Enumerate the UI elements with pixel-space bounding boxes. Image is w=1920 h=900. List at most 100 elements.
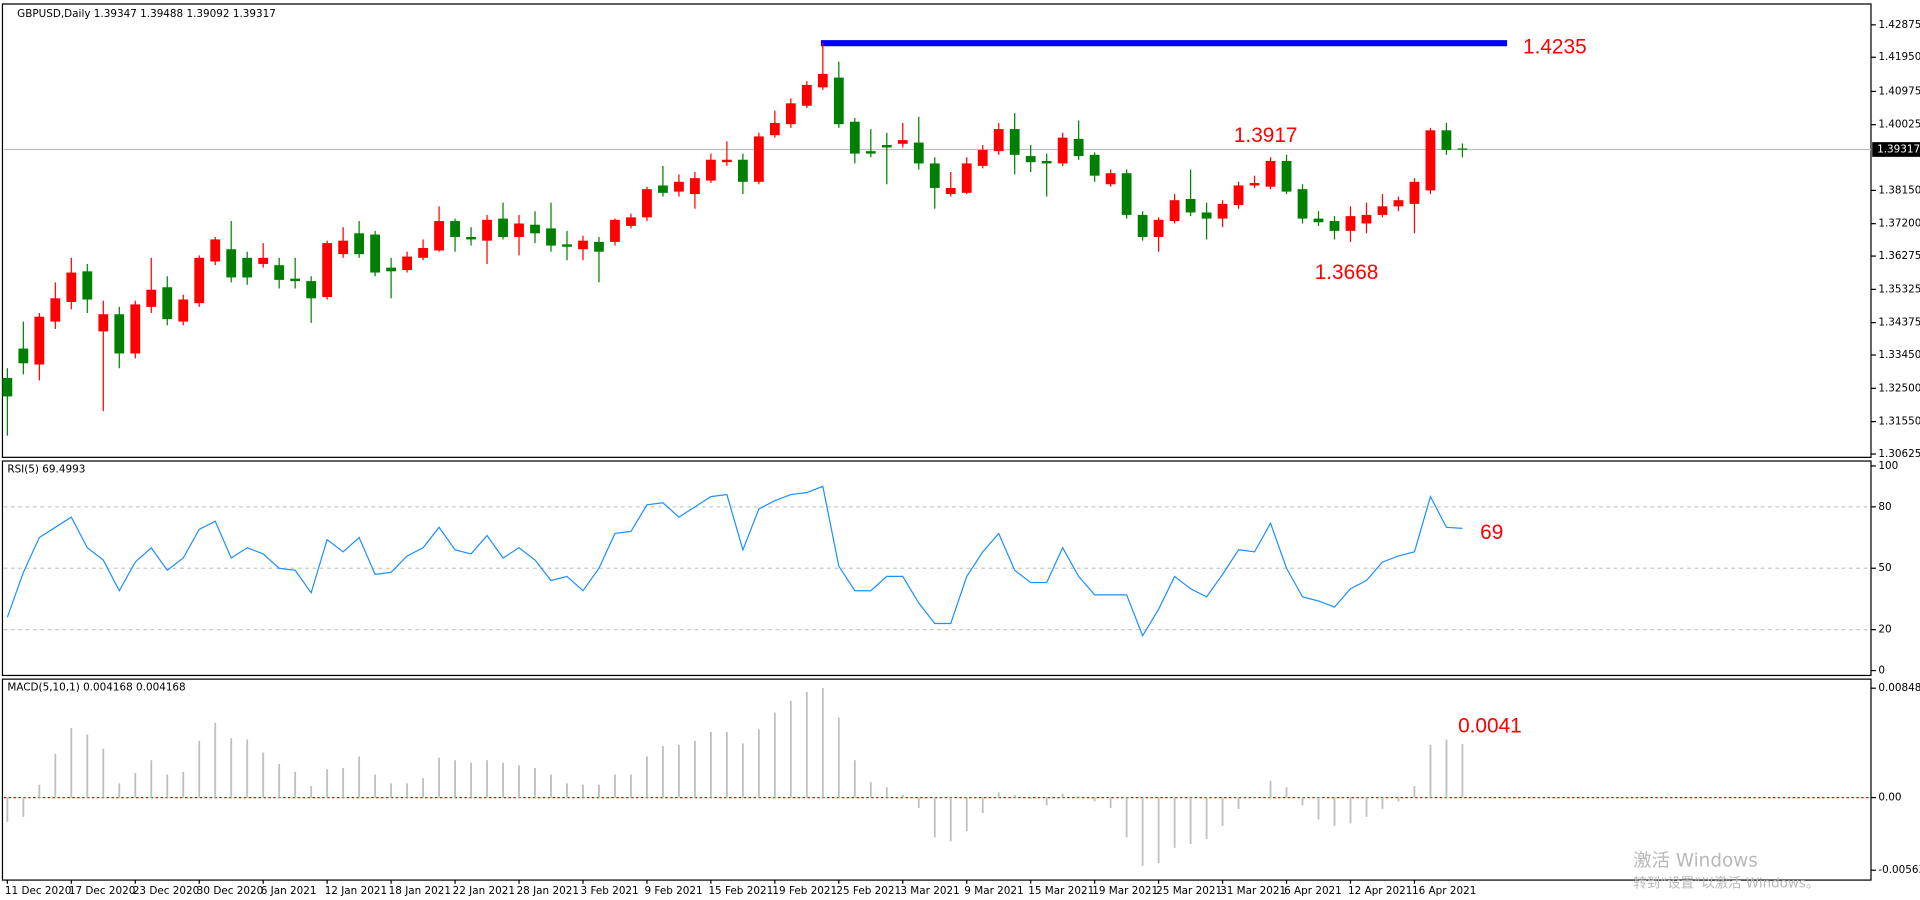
candle-body (1361, 214, 1372, 224)
candle-body (897, 140, 908, 144)
y-tick-label: 80 (1878, 501, 1891, 513)
macd-bar (1045, 797, 1048, 806)
macd-bar (981, 797, 984, 814)
macd-bar (374, 774, 377, 798)
y-tick-label: 1.34375 (1878, 317, 1920, 329)
y-tick-label: 20 (1878, 624, 1891, 636)
macd-bar (1141, 797, 1144, 866)
macd-bar (1317, 797, 1320, 820)
macd-bar (1413, 785, 1416, 798)
candle-body (945, 187, 956, 195)
macd-bar (166, 774, 169, 798)
y-tick-label: 1.36275 (1878, 250, 1920, 262)
candle-body (721, 159, 732, 163)
candle-body (1169, 200, 1180, 222)
x-tick-label: 3 Mar 2021 (900, 885, 959, 897)
macd-bar (965, 797, 968, 832)
candle-body (178, 299, 189, 322)
candle-body (434, 221, 444, 251)
x-tick-label: 9 Feb 2021 (644, 885, 702, 897)
macd-bar (86, 734, 89, 798)
macd-bar (1301, 797, 1304, 806)
macd-bar (1189, 797, 1192, 844)
x-tick-label: 11 Dec 2020 (5, 885, 71, 897)
candle-body (354, 233, 365, 255)
x-tick-label: 15 Feb 2021 (708, 885, 773, 897)
candle-body (801, 84, 812, 106)
candle-body (1233, 185, 1244, 206)
macd-bar (486, 760, 488, 798)
macd-bar (358, 756, 361, 798)
price-title: GBPUSD,Daily 1.39347 1.39488 1.39092 1.3… (17, 8, 276, 20)
candle-body (1041, 160, 1052, 164)
y-tick-label: 100 (1878, 460, 1898, 472)
macd-bar (70, 727, 73, 798)
macd-bar (1285, 787, 1288, 798)
y-tick-label: 0 (1878, 665, 1885, 677)
macd-bar (502, 762, 504, 798)
price-pane (1, 3, 1872, 458)
macd-bar (1173, 797, 1176, 848)
macd-bar (1077, 796, 1080, 798)
y-tick-label: -0.005636 (1878, 864, 1920, 876)
candle-body (18, 348, 29, 364)
candle-body (258, 257, 269, 264)
macd-bar (454, 760, 456, 798)
candle-body (290, 278, 301, 282)
candle-body (706, 159, 716, 181)
candle-body (769, 122, 780, 136)
macd-bar (246, 739, 249, 798)
candle-body (2, 377, 13, 397)
macd-bar (693, 740, 696, 798)
x-tick-label: 19 Mar 2021 (1092, 885, 1158, 897)
macd-bar (390, 783, 393, 798)
macd-bar (997, 792, 1000, 798)
candle-body (514, 223, 524, 237)
macd-bar (1013, 795, 1016, 798)
y-tick-label: 0.008486 (1878, 682, 1920, 694)
candle-body (418, 248, 428, 258)
candle-body (977, 149, 988, 166)
candle-body (833, 77, 844, 125)
macd-bar (1157, 797, 1160, 864)
macd-bar (725, 731, 728, 798)
macd-bar (1093, 797, 1096, 802)
x-tick-label: 12 Apr 2021 (1348, 885, 1412, 897)
macd-bar (326, 769, 329, 798)
candle-body (1105, 173, 1116, 185)
macd-bar (869, 782, 872, 798)
x-tick-label: 16 Apr 2021 (1412, 885, 1476, 897)
x-tick-label: 22 Jan 2021 (453, 885, 515, 897)
candle-body (274, 265, 285, 280)
macd-bar (1445, 739, 1448, 798)
macd-bar (518, 765, 520, 798)
candle-body (642, 189, 652, 218)
macd-bar (342, 767, 345, 798)
macd-bar (582, 784, 584, 798)
candle-body (338, 240, 349, 255)
candle-body (402, 256, 412, 271)
macd-bar (1125, 797, 1128, 838)
macd-bar (262, 752, 265, 798)
macd-bar (1365, 797, 1368, 817)
macd-bar (853, 760, 856, 798)
macd-bar (1349, 797, 1352, 824)
macd-bar (949, 797, 952, 842)
candle-body (1201, 212, 1212, 219)
candle-body (817, 73, 828, 88)
macd-bar (310, 785, 313, 798)
candle-body (50, 298, 61, 322)
macd-bar (1397, 797, 1400, 802)
candle-body (785, 103, 796, 125)
candle-body (306, 281, 317, 299)
macd-bar (1221, 797, 1224, 826)
macd-bar (38, 784, 41, 798)
candle-body (66, 272, 77, 302)
macd-bar (134, 773, 137, 798)
candle-body (34, 316, 45, 365)
x-tick-label: 6 Jan 2021 (261, 885, 317, 897)
y-tick-label: 1.30625 (1878, 448, 1920, 460)
candle-body (1393, 200, 1404, 207)
macd-bar (901, 795, 904, 798)
